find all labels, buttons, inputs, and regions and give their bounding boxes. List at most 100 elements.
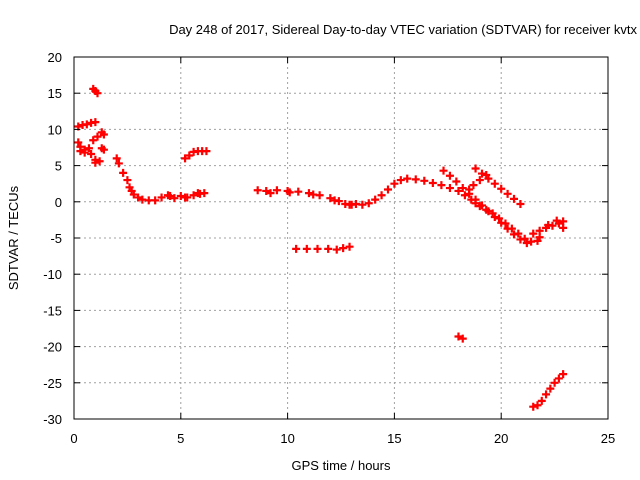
y-axis-label: SDTVAR / TECUs <box>6 185 21 290</box>
data-point <box>454 186 463 195</box>
data-point <box>345 242 354 251</box>
data-point <box>112 154 121 163</box>
data-point <box>114 159 123 168</box>
data-point <box>157 193 166 202</box>
data-point <box>170 194 179 203</box>
data-point <box>495 214 504 223</box>
data-point <box>377 191 386 200</box>
data-point <box>202 147 211 156</box>
data-point <box>529 402 538 411</box>
data-point <box>302 244 311 253</box>
data-point <box>510 230 519 239</box>
data-point <box>535 233 544 242</box>
data-point <box>123 176 132 185</box>
data-point <box>383 185 392 194</box>
data-point <box>371 195 380 204</box>
data-point <box>87 150 96 159</box>
data-point <box>330 196 339 205</box>
data-point <box>477 201 486 210</box>
data-point <box>285 188 294 197</box>
data-point <box>559 370 568 379</box>
data-point <box>134 193 143 202</box>
data-point <box>129 190 138 199</box>
data-point <box>469 181 478 190</box>
data-point <box>458 334 467 343</box>
data-point <box>151 196 160 205</box>
data-point <box>262 186 271 195</box>
data-point <box>326 194 335 203</box>
data-point <box>482 171 491 180</box>
data-point <box>89 136 98 145</box>
data-point <box>76 147 85 156</box>
y-tick-label: 15 <box>48 86 62 101</box>
data-point <box>559 223 568 232</box>
data-point <box>460 191 469 200</box>
data-point <box>503 189 512 198</box>
chart-title: Day 248 of 2017, Sidereal Day-to-day VTE… <box>169 22 637 37</box>
data-point <box>193 189 202 198</box>
y-tick-label: 5 <box>55 159 62 174</box>
data-point <box>522 239 531 248</box>
x-tick-label: 15 <box>387 431 401 446</box>
data-point <box>364 199 373 208</box>
data-point <box>420 176 429 185</box>
data-point <box>74 138 83 147</box>
data-point <box>516 199 525 208</box>
data-point <box>253 186 262 195</box>
data-point <box>428 178 437 187</box>
data-point <box>477 169 486 178</box>
data-point <box>503 224 512 233</box>
y-tick-label: -15 <box>43 303 62 318</box>
data-point <box>313 244 322 253</box>
data-point <box>80 148 89 157</box>
data-point <box>529 229 538 238</box>
data-point <box>91 158 100 167</box>
data-point <box>437 181 446 190</box>
data-point <box>554 374 563 383</box>
data-point <box>181 154 190 163</box>
data-point <box>516 235 525 244</box>
data-points <box>74 84 568 411</box>
data-point <box>304 189 313 198</box>
x-tick-label: 10 <box>280 431 294 446</box>
data-point <box>544 220 553 229</box>
data-point <box>181 193 190 202</box>
data-point <box>82 120 91 129</box>
data-point <box>490 179 499 188</box>
data-point <box>484 207 493 216</box>
data-point <box>396 176 405 185</box>
data-point <box>332 245 341 254</box>
x-tick-label: 25 <box>601 431 615 446</box>
y-tick-label: -20 <box>43 340 62 355</box>
data-point <box>294 187 303 196</box>
y-tick-label: 0 <box>55 195 62 210</box>
y-tick-label: 20 <box>48 50 62 65</box>
x-tick-label: 5 <box>177 431 184 446</box>
axis-ticks <box>73 56 609 420</box>
y-tick-labels: 20 15 10 5 0 -5 -10 -15 -20 -25 -30 <box>43 50 62 427</box>
data-point <box>490 213 499 222</box>
data-point <box>445 171 454 180</box>
data-point <box>99 130 108 139</box>
data-point <box>403 174 412 183</box>
data-point <box>445 184 454 193</box>
x-tick-labels: 0 5 10 15 20 25 <box>70 431 615 446</box>
data-point <box>471 164 480 173</box>
data-point <box>272 186 281 195</box>
data-point <box>475 176 484 185</box>
data-point <box>497 218 506 227</box>
data-point <box>292 244 301 253</box>
data-point <box>390 179 399 188</box>
data-point <box>95 157 104 166</box>
data-point <box>458 184 467 193</box>
data-point <box>176 192 185 201</box>
data-point <box>465 185 474 194</box>
y-tick-label: -30 <box>43 412 62 427</box>
x-tick-label: 20 <box>494 431 508 446</box>
data-point <box>439 166 448 175</box>
data-point <box>497 184 506 193</box>
data-point <box>358 200 367 209</box>
data-point <box>166 192 175 201</box>
data-point <box>324 244 333 253</box>
